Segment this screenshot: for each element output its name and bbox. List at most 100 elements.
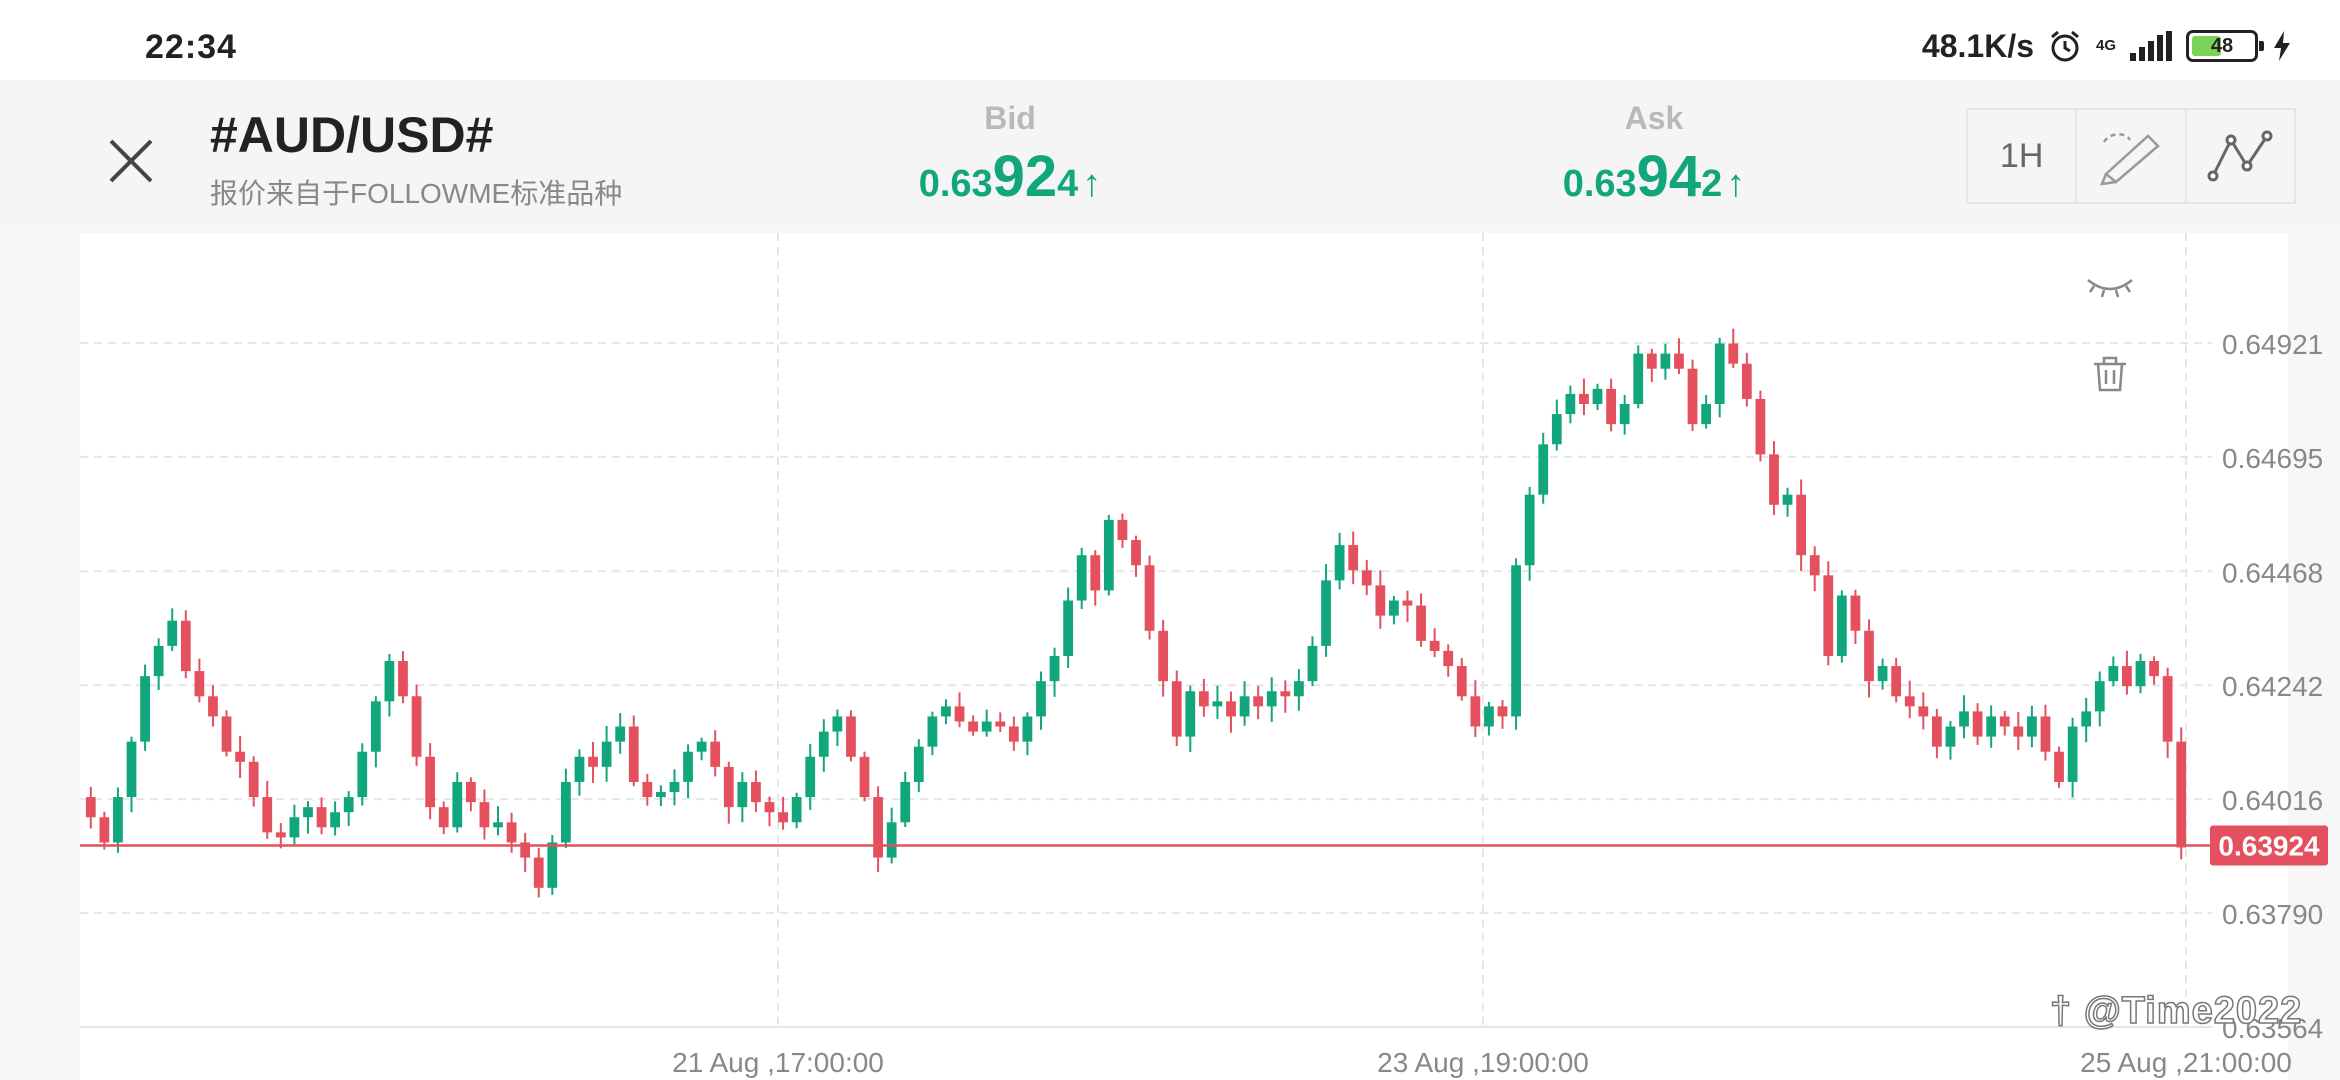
- candle: [1782, 494, 1793, 505]
- y-tick-label: 0.63564: [2222, 1013, 2323, 1044]
- chart-toolbar: 1H: [1966, 108, 2296, 204]
- candle: [900, 781, 911, 823]
- candle: [1945, 726, 1956, 747]
- candle: [1294, 681, 1304, 697]
- candle: [99, 817, 110, 843]
- candle: [438, 807, 449, 828]
- candle: [425, 756, 436, 808]
- candle: [2067, 726, 2078, 782]
- current-price-line: 0.63924: [80, 825, 2328, 866]
- candle: [194, 671, 205, 697]
- candle: [506, 822, 517, 843]
- battery-icon: 48: [2186, 30, 2264, 62]
- quote-source: 报价来自于FOLLOWME标准品种: [210, 178, 623, 209]
- candle: [669, 781, 680, 793]
- candle: [1497, 706, 1508, 717]
- candle: [167, 620, 178, 646]
- candle: [751, 781, 761, 803]
- candle: [465, 781, 476, 803]
- candle: [588, 756, 598, 767]
- candle: [1185, 691, 1196, 737]
- candle: [873, 797, 883, 858]
- candle: [968, 721, 978, 732]
- ask-quote: Ask 0.63 94 2 ↑: [1534, 100, 1774, 210]
- candle: [1741, 363, 1752, 399]
- candle: [1565, 393, 1576, 415]
- bid-prefix: 0.63: [918, 163, 993, 205]
- network-type: 4G: [2095, 37, 2116, 54]
- close-button[interactable]: [96, 126, 166, 196]
- candle: [737, 781, 748, 808]
- timeframe-label: 1H: [1999, 136, 2044, 175]
- candle: [221, 716, 232, 752]
- status-right: 48.1K/s 4G 48: [1922, 26, 2292, 66]
- candle: [615, 726, 626, 742]
- candle: [398, 661, 408, 697]
- trash-icon[interactable]: [2094, 356, 2126, 392]
- candle: [1864, 630, 1874, 682]
- candle: [1389, 600, 1399, 616]
- y-tick-label: 0.64695: [2222, 443, 2323, 474]
- bid-value: 0.63 92 4 ↑: [890, 143, 1130, 210]
- candle: [1959, 711, 1969, 727]
- candle: [1171, 681, 1182, 737]
- close-icon: [109, 139, 153, 183]
- candle: [628, 726, 639, 782]
- candle: [927, 716, 938, 747]
- candle: [262, 797, 273, 833]
- candle: [384, 661, 395, 702]
- candle: [601, 741, 612, 767]
- candle: [913, 746, 924, 782]
- candle: [1239, 696, 1250, 717]
- candle: [1470, 696, 1481, 727]
- candle: [1972, 711, 1983, 737]
- candle: [846, 716, 856, 757]
- candle: [1198, 691, 1209, 707]
- x-axis: 21 Aug ,17:00:00 23 Aug ,19:00:00 25 Aug ,…: [672, 1047, 2292, 1078]
- draw-tool-button[interactable]: [2077, 110, 2187, 202]
- candle: [1049, 655, 1060, 682]
- candle: [642, 781, 653, 798]
- draw-tool-icon: [2100, 133, 2160, 186]
- candle: [208, 696, 218, 717]
- candle: [2122, 666, 2132, 687]
- x-tick-label: 23 Aug ,19:00:00: [1377, 1047, 1589, 1078]
- candle: [1918, 706, 1929, 717]
- candle: [941, 706, 951, 717]
- price-tag: [2210, 825, 2328, 866]
- candle: [1429, 640, 1440, 651]
- candle: [1036, 681, 1046, 717]
- candle: [479, 802, 490, 828]
- candle: [126, 741, 137, 798]
- candle: [2135, 661, 2146, 687]
- candle: [1348, 545, 1359, 571]
- candle: [2162, 676, 2173, 742]
- candle: [1701, 403, 1712, 425]
- candle: [723, 766, 734, 808]
- candle: [1266, 691, 1277, 707]
- candle: [1334, 545, 1345, 581]
- timeframe-button[interactable]: 1H: [1968, 110, 2078, 202]
- indicator-button[interactable]: [2187, 110, 2294, 202]
- candle: [180, 620, 191, 672]
- y-tick-label: 0.64242: [2222, 671, 2323, 702]
- candle: [656, 792, 666, 798]
- eye-hide-icon[interactable]: [2087, 279, 2133, 298]
- candle: [113, 797, 123, 843]
- net-speed: 48.1K/s: [1921, 27, 2034, 64]
- chart-area[interactable]: 0.64921 0.64695 0.64468 0.64242 0.64016 0.637…: [0, 230, 2340, 1080]
- candlestick-chart[interactable]: 0.64921 0.64695 0.64468 0.64242 0.64016 0.637…: [0, 230, 2340, 1080]
- current-price-label: 0.63924: [2218, 830, 2320, 861]
- candle: [2094, 681, 2105, 712]
- ask-value: 0.63 94 2 ↑: [1534, 143, 1774, 210]
- candle: [1063, 600, 1074, 656]
- candle: [1402, 600, 1413, 606]
- candle: [1307, 645, 1318, 682]
- candle: [995, 721, 1006, 727]
- watermark: † @Time2022: [2049, 989, 2303, 1033]
- candle: [1551, 414, 1562, 445]
- battery-fill: [2192, 36, 2222, 56]
- indicator-icon: [2207, 130, 2273, 182]
- candle: [1375, 585, 1386, 616]
- candle: [886, 822, 897, 858]
